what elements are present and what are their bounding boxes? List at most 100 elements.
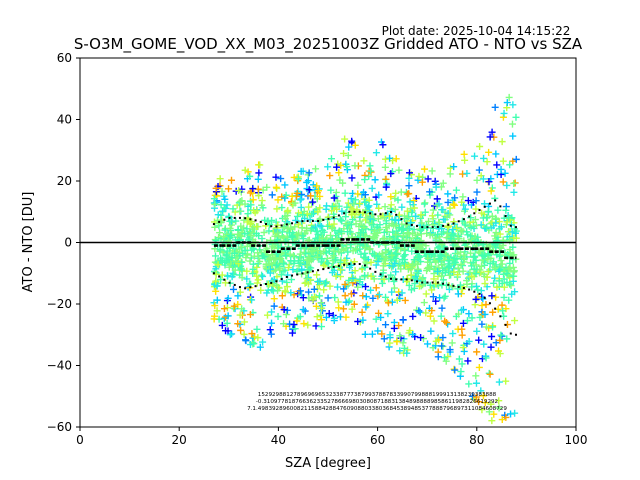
scatter-point [424, 340, 432, 348]
scatter-point [468, 392, 476, 400]
scatter-point [478, 406, 486, 414]
scatter-point [409, 201, 417, 209]
scatter-point [317, 258, 325, 266]
scatter-point [328, 225, 336, 233]
scatter-point [485, 408, 493, 416]
scatter-point [266, 221, 274, 229]
scatter-point [428, 307, 436, 315]
lower-bound-point [488, 302, 491, 305]
scatter-point [477, 262, 485, 270]
scatter-point [354, 190, 362, 198]
upper-bound-point [301, 220, 304, 223]
scatter-point [273, 281, 281, 289]
upper-bound-point [353, 210, 356, 213]
scatter-point [375, 291, 383, 299]
annotation-row-mean: -0.3109778187663623352786669803080871883… [256, 399, 498, 405]
scatter-point [495, 277, 503, 285]
scatter-point [305, 169, 313, 177]
scatter-point [472, 270, 480, 278]
scatter-point [249, 185, 257, 193]
scatter-point [409, 331, 417, 339]
scatter-point [444, 353, 452, 361]
scatter-point [210, 195, 218, 203]
lower-bound-point [212, 272, 215, 275]
scatter-point [501, 169, 509, 177]
scatter-point [270, 276, 278, 284]
upper-bound-point [504, 215, 507, 218]
scatter-point [509, 243, 517, 251]
scatter-point [367, 272, 375, 280]
scatter-point [386, 339, 394, 347]
scatter-point [305, 203, 313, 211]
scatter-point [496, 336, 504, 344]
lower-bound-point [509, 332, 512, 335]
scatter-point [234, 230, 242, 238]
scatter-point [359, 316, 367, 324]
scatter-point [223, 247, 231, 255]
upper-bound-point [280, 224, 283, 227]
scatter-point [482, 301, 490, 309]
scatter-point [454, 271, 462, 279]
scatter-point [461, 156, 469, 164]
scatter-point [508, 120, 516, 128]
scatter-point [415, 307, 423, 315]
scatter-point [430, 275, 438, 283]
scatter-point [475, 336, 483, 344]
scatter-point [303, 224, 311, 232]
scatter-point [392, 231, 400, 239]
lower-bound-point [389, 277, 392, 280]
scatter-point [396, 347, 404, 355]
upper-bound-point [473, 212, 476, 215]
scatter-point [309, 198, 317, 206]
scatter-point [283, 306, 291, 314]
scatter-point [463, 277, 471, 285]
scatter-point [238, 273, 246, 281]
scatter-point [382, 223, 390, 231]
scatter-point [256, 343, 264, 351]
scatter-point [253, 223, 261, 231]
scatter-point [267, 330, 275, 338]
scatter-point [278, 228, 286, 236]
scatter-point [224, 312, 232, 320]
scatter-point [374, 229, 382, 237]
scatter-point [410, 204, 418, 212]
scatter-point [484, 255, 492, 263]
scatter-point [446, 164, 454, 172]
scatter-point [381, 155, 389, 163]
scatter-point [472, 372, 480, 380]
scatter-point [405, 281, 413, 289]
scatter-point [509, 272, 517, 280]
scatter-point [435, 200, 443, 208]
scatter-point [246, 341, 254, 349]
upper-bound-point [306, 219, 309, 222]
scatter-point [316, 192, 324, 200]
lower-bound-point [384, 275, 387, 278]
upper-bound-point [249, 218, 252, 221]
scatter-point [354, 283, 362, 291]
upper-bound-point [228, 216, 231, 219]
upper-bound-point [343, 212, 346, 215]
scatter-point [211, 302, 219, 310]
scatter-point [466, 232, 474, 240]
scatter-point [506, 161, 514, 169]
scatter-point [246, 311, 254, 319]
scatter-point [294, 257, 302, 265]
scatter-point [455, 310, 463, 318]
scatter-point [442, 357, 450, 365]
scatter-point [487, 400, 495, 408]
scatter-point [479, 392, 487, 400]
scatter-point [268, 319, 276, 327]
scatter-point [511, 317, 519, 325]
lower-bound-point [379, 273, 382, 276]
y-tick-label: 0 [64, 236, 72, 250]
scatter-point [311, 223, 319, 231]
scatter-point [396, 332, 404, 340]
scatter-point [362, 283, 370, 291]
scatter-point [399, 339, 407, 347]
lower-bound-point [218, 275, 221, 278]
scatter-point [288, 192, 296, 200]
scatter-point [381, 203, 389, 211]
scatter-point [387, 170, 395, 178]
scatter-point [499, 178, 507, 186]
scatter-point [317, 222, 325, 230]
